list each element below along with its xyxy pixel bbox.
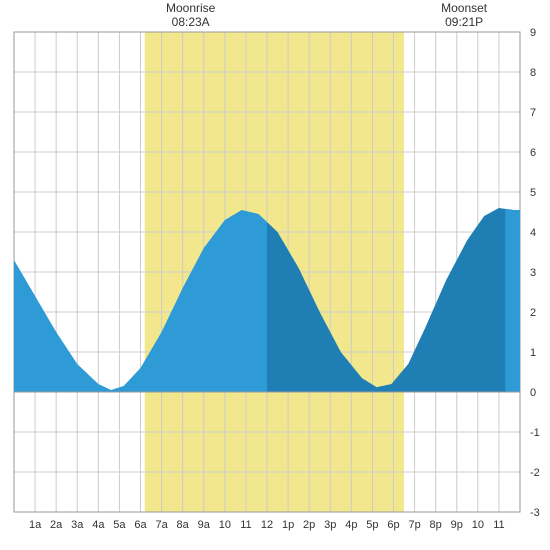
x-tick-label: 11 — [240, 519, 251, 531]
x-tick-label: 10 — [219, 519, 231, 531]
moonset-time: 09:21P — [445, 15, 483, 29]
y-tick-label: 1 — [530, 347, 536, 359]
y-tick-label: 5 — [530, 187, 536, 199]
chart-svg: 1a2a3a4a5a6a7a8a9a1011121p2p3p4p5p6p7p8p… — [0, 0, 550, 550]
y-tick-label: -2 — [530, 467, 540, 479]
x-tick-label: 3p — [324, 519, 336, 531]
x-tick-label: 2a — [50, 519, 63, 531]
x-tick-label: 5a — [113, 519, 126, 531]
y-tick-label: 7 — [530, 107, 536, 119]
x-tick-label: 5p — [366, 519, 378, 531]
x-tick-label: 4p — [345, 519, 357, 531]
y-tick-label: 3 — [530, 267, 536, 279]
x-tick-label: 7p — [408, 519, 420, 531]
x-tick-label: 11 — [493, 519, 504, 531]
x-tick-label: 1p — [282, 519, 294, 531]
x-tick-label: 8a — [177, 519, 190, 531]
y-tick-label: 0 — [530, 387, 536, 399]
x-tick-label: 2p — [303, 519, 315, 531]
x-tick-label: 12 — [261, 519, 273, 531]
moonset-label: Moonset — [441, 1, 488, 15]
tide-area-edge — [505, 209, 520, 392]
x-tick-label: 4a — [92, 519, 105, 531]
y-tick-label: -1 — [530, 427, 540, 439]
y-tick-label: 2 — [530, 307, 536, 319]
x-tick-label: 1a — [29, 519, 42, 531]
x-tick-label: 6a — [134, 519, 147, 531]
moonrise-time: 08:23A — [172, 15, 210, 29]
x-tick-label: 7a — [155, 519, 168, 531]
moonrise-label: Moonrise — [166, 1, 216, 15]
x-tick-label: 8p — [430, 519, 442, 531]
tide-chart: 1a2a3a4a5a6a7a8a9a1011121p2p3p4p5p6p7p8p… — [0, 0, 550, 550]
x-tick-label: 9a — [198, 519, 211, 531]
x-tick-label: 6p — [387, 519, 399, 531]
x-axis-labels: 1a 2a 3a 4a 5a 6a 7a 8a 9a 10 11 12 1p 2p 3p 4p 5p 6p 7p 8p… — [29, 519, 505, 531]
x-tick-label: 10 — [472, 519, 484, 531]
y-tick-label: 8 — [530, 67, 536, 79]
y-tick-label: -3 — [530, 507, 540, 519]
y-tick-label: 4 — [530, 227, 536, 239]
y-tick-label: 6 — [530, 147, 536, 159]
x-tick-label: 3a — [71, 519, 84, 531]
x-tick-label: 9p — [451, 519, 463, 531]
y-tick-label: 9 — [530, 27, 536, 39]
